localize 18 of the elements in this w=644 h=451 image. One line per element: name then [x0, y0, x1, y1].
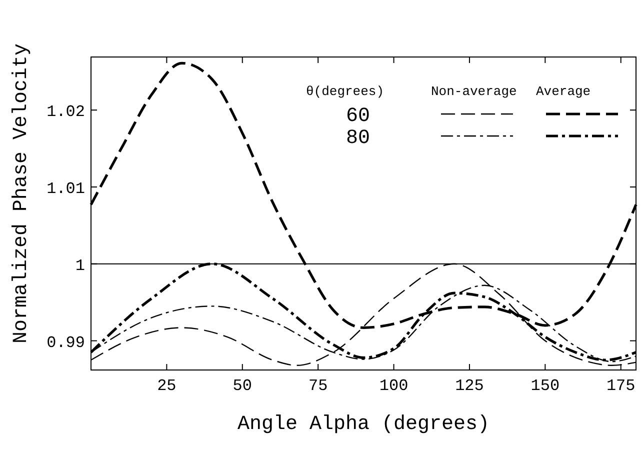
x-axis-title: Angle Alpha (degrees) [237, 413, 490, 436]
y-tick-label: 1 [75, 256, 85, 275]
x-tick-label: 125 [455, 377, 484, 395]
x-tick-label: 75 [308, 377, 328, 395]
y-tick-label: 1.02 [46, 103, 85, 122]
annotation: 80 [346, 127, 370, 150]
x-tick-label: 50 [232, 377, 252, 395]
x-tick-label: 100 [379, 377, 408, 395]
annotation: Average [536, 84, 591, 99]
annotation: Non-average [431, 84, 517, 99]
y-tick-label: 1.01 [46, 180, 85, 198]
annotation: 60 [346, 105, 370, 128]
y-tick-label: 0.99 [46, 334, 85, 352]
y-axis-title: Normalized Phase Velocity [10, 43, 33, 344]
x-tick-label: 175 [606, 377, 636, 395]
x-tick-label: 25 [157, 377, 176, 395]
x-tick-label: 150 [530, 377, 560, 395]
legend-title: θ(degrees) [306, 84, 384, 99]
